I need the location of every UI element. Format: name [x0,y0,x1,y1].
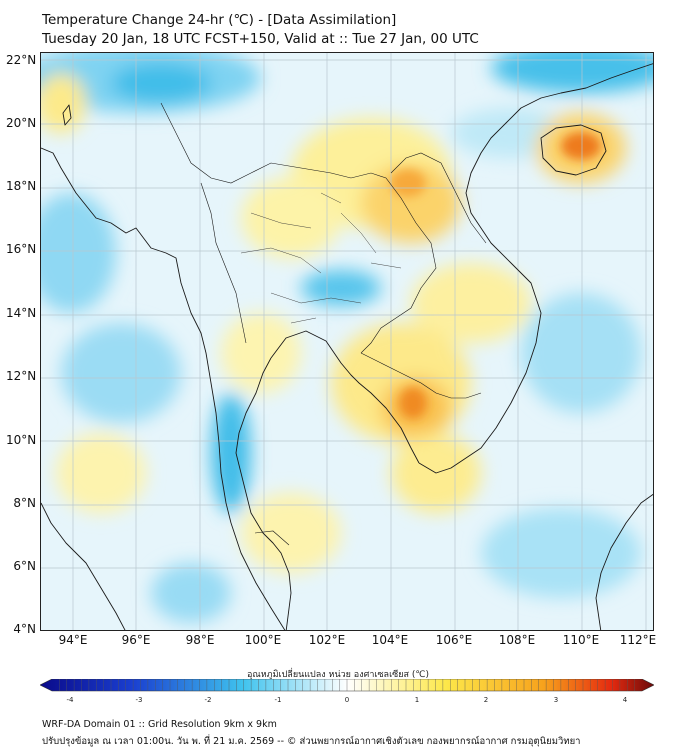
warm-area [221,313,301,393]
chart-subtitle: Tuesday 20 Jan, 18 UTC FCST+150, Valid a… [42,31,479,47]
hotspot-hainan [561,132,601,160]
graticule [41,53,653,630]
lat-tick: 18°N [6,179,37,193]
hainan-island [540,124,607,176]
colorbar-tick: -2 [204,696,212,704]
cambodia-border [360,352,482,399]
borders [160,102,487,546]
sumatra-coast [41,502,126,630]
lat-tick: 22°N [6,53,37,67]
province-lines [240,192,402,324]
colorbar-tick: 2 [483,696,489,704]
footer-credit: ปรับปรุงข้อมูล ณ เวลา 01:00น. วัน พ. ที่… [42,736,581,747]
warm-area [241,493,341,573]
cool-area [61,323,181,423]
lon-tick: 98°E [185,633,215,647]
colorbar-tick: 4 [622,696,628,704]
lat-tick: 20°N [6,116,37,130]
thai-malay-border [254,530,290,546]
lon-tick: 102°E [308,633,346,647]
chart-title: Temperature Change 24-hr (℃) - [Data Ass… [42,12,397,28]
cool-area [41,193,116,313]
colorbar-tick: 1 [414,696,420,704]
lat-tick: 14°N [6,306,37,320]
colorbar-tick: 0 [344,696,350,704]
colorbar-label: อุณหภูมิเปลี่ยนแปลง หน่วย องศาเซลเซียส (… [246,670,430,680]
colorbar-tick: 3 [553,696,559,704]
cool-area [521,293,641,413]
coastlines [41,63,653,630]
lat-tick: 4°N [13,622,36,636]
temperature-map [41,53,653,630]
map-panel[interactable] [40,52,654,631]
colorbar-tick: -1 [274,696,282,704]
lat-tick: 8°N [13,496,36,510]
lat-tick: 10°N [6,433,37,447]
island [62,104,72,126]
cool-area [301,270,381,306]
hotspot-laos [390,169,426,197]
lon-tick: 106°E [435,633,473,647]
warm-area [241,178,341,258]
colorbar-tick: -4 [66,696,74,704]
lon-tick: 100°E [244,633,282,647]
lat-tick: 16°N [6,242,37,256]
lon-tick: 96°E [121,633,151,647]
lon-tick: 104°E [371,633,409,647]
cool-area [111,63,211,103]
lon-tick: 112°E [619,633,657,647]
warm-area [56,433,146,513]
lon-tick: 110°E [562,633,600,647]
myanmar-coast [41,147,232,524]
cool-area [491,53,653,93]
lat-tick: 12°N [6,369,37,383]
warm-area [41,73,86,133]
footer-model-info: WRF-DA Domain 01 :: Grid Resolution 9km … [42,719,277,730]
colorbar-tick: -3 [135,696,143,704]
lon-tick: 94°E [58,633,88,647]
gulf-of-thailand [270,330,420,464]
malay-east-coast [235,357,292,630]
myanmar-thai-border [200,182,247,344]
cool-area [151,563,231,623]
cool-area [211,393,251,513]
cool-area [481,508,641,598]
malay-west-coast [230,522,286,630]
lat-tick: 6°N [13,559,36,573]
hotspot-cambodia [399,387,427,419]
laos-vietnam-border [390,152,487,244]
colorbar [40,679,654,692]
vietnam-coast [418,63,653,474]
warm-area [361,163,461,243]
borneo-coast [595,493,653,630]
colorbar-tick-marks [59,679,635,691]
thailand-north-border [160,102,437,354]
warm-area [411,263,531,343]
lon-tick: 108°E [498,633,536,647]
temperature-hotspots [390,132,601,419]
